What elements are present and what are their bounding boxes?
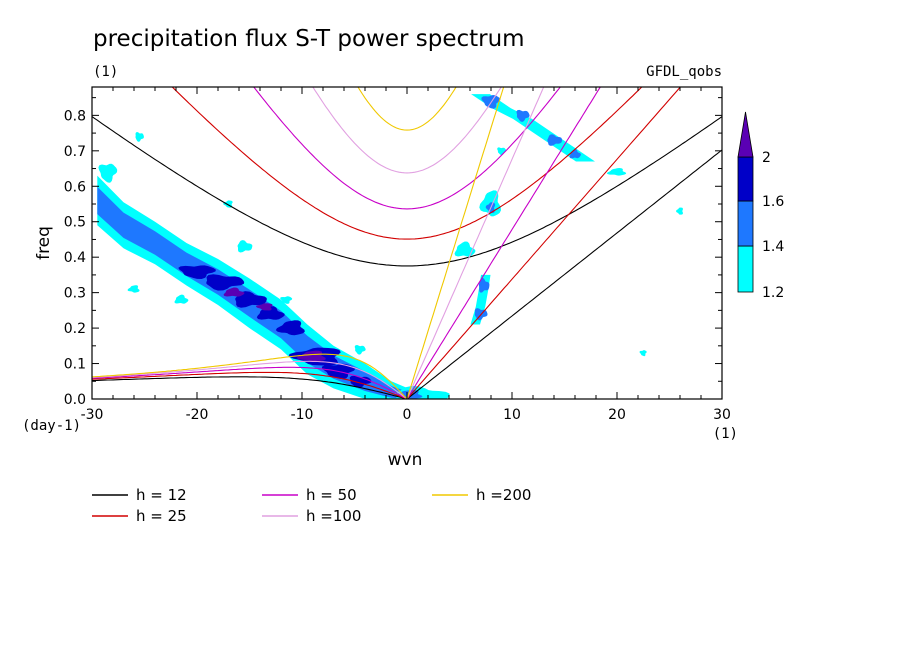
kelvin-curve <box>406 87 545 399</box>
y-tick-label: 0.3 <box>64 286 86 302</box>
colorbar-label: 1.6 <box>762 194 784 210</box>
colorbar-segment <box>737 156 754 202</box>
kelvin-curve <box>406 87 505 399</box>
colorbar-label: 1.4 <box>762 239 784 255</box>
x-axis-label: wvn <box>388 450 423 470</box>
power-contour <box>98 163 118 183</box>
power-contour <box>97 175 413 399</box>
power-contour <box>606 168 627 176</box>
kelvin-curve <box>406 87 601 399</box>
power-contour <box>354 345 366 355</box>
power-contour <box>296 350 326 362</box>
legend-label: h =200 <box>476 486 531 504</box>
colorbar-segment <box>737 200 754 247</box>
kelvin-curve <box>406 87 682 399</box>
power-contour <box>206 274 245 291</box>
x-tick-label: 20 <box>608 407 626 423</box>
model-label: GFDL_qobs <box>646 64 722 80</box>
rossby-curve <box>92 360 408 399</box>
power-contour <box>547 134 562 146</box>
y-tick-label: 0.4 <box>64 250 86 266</box>
power-contour <box>135 132 144 142</box>
legend-label: h =100 <box>306 507 361 525</box>
y-axis-label: freq <box>34 226 54 260</box>
y-tick-label: 0.0 <box>64 392 86 408</box>
rossby-curve <box>92 366 408 399</box>
y-tick-label: 0.5 <box>64 215 86 231</box>
y-unit-label: (day-1) <box>22 418 81 434</box>
kelvin-curve <box>406 149 722 399</box>
x-unit-label: (1) <box>713 426 738 442</box>
chart-title: precipitation flux S-T power spectrum <box>93 26 525 52</box>
power-contour <box>516 109 530 122</box>
colorbar-segment <box>737 245 754 293</box>
legend-label: h = 12 <box>136 486 187 504</box>
x-tick-label: 0 <box>403 407 412 423</box>
gravity-curve <box>171 87 643 240</box>
colorbar: 1.2 1.4 1.6 2 <box>737 111 784 301</box>
units-label: (1) <box>93 64 118 80</box>
power-contour <box>639 350 647 357</box>
gravity-curve <box>253 87 561 210</box>
y-tick-label: 0.1 <box>64 357 86 373</box>
colorbar-label: 2 <box>762 150 771 166</box>
x-tick-label: 30 <box>713 407 731 423</box>
rossby-curve <box>92 353 408 399</box>
contour-layer <box>97 94 683 399</box>
power-contour <box>174 294 189 304</box>
power-contour <box>127 285 140 293</box>
legend-label: h = 25 <box>136 507 187 525</box>
x-tick-label: -10 <box>291 407 314 423</box>
x-tick-label: -20 <box>186 407 209 423</box>
axis-ticks: -30 -20 -10 0 10 20 30 0.0 0.1 0.2 0.3 0.4 0.5 0.6 0.7… <box>64 87 731 423</box>
power-contour <box>235 291 267 308</box>
y-tick-label: 0.2 <box>64 321 86 337</box>
y-tick-label: 0.7 <box>64 144 86 160</box>
dispersion-curves <box>92 87 722 399</box>
power-contour <box>178 265 216 279</box>
power-contour <box>237 240 253 253</box>
x-tick-label: -30 <box>81 407 104 423</box>
power-contour <box>223 287 245 297</box>
legend-label: h = 50 <box>306 486 357 504</box>
rossby-curve <box>92 371 408 399</box>
y-tick-label: 0.6 <box>64 179 86 195</box>
power-contour <box>454 241 476 257</box>
x-tick-label: 10 <box>503 407 521 423</box>
legend: h = 12 h = 25 h = 50 h =100 h =200 <box>92 486 531 525</box>
power-contour <box>676 207 683 215</box>
power-contour <box>275 320 305 336</box>
colorbar-arrow <box>737 111 754 158</box>
power-contour <box>497 147 507 156</box>
power-contour <box>280 296 293 304</box>
y-tick-label: 0.8 <box>64 108 86 124</box>
colorbar-label: 1.2 <box>762 285 784 301</box>
power-contour <box>478 277 490 293</box>
rossby-curve <box>92 376 408 399</box>
power-contour <box>256 303 273 311</box>
gravity-curve <box>312 87 502 174</box>
power-contour <box>349 375 372 388</box>
gravity-curve <box>92 116 722 267</box>
gravity-curve <box>357 87 457 131</box>
